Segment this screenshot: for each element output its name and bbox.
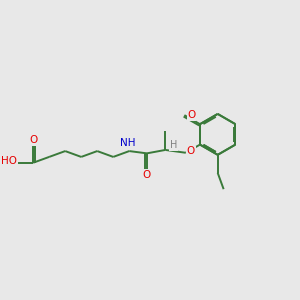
- Text: O: O: [29, 135, 37, 145]
- Text: HO: HO: [1, 156, 17, 166]
- Text: O: O: [143, 170, 151, 180]
- Text: O: O: [188, 110, 196, 120]
- Text: O: O: [187, 146, 195, 156]
- Text: NH: NH: [120, 138, 136, 148]
- Text: H: H: [169, 140, 177, 150]
